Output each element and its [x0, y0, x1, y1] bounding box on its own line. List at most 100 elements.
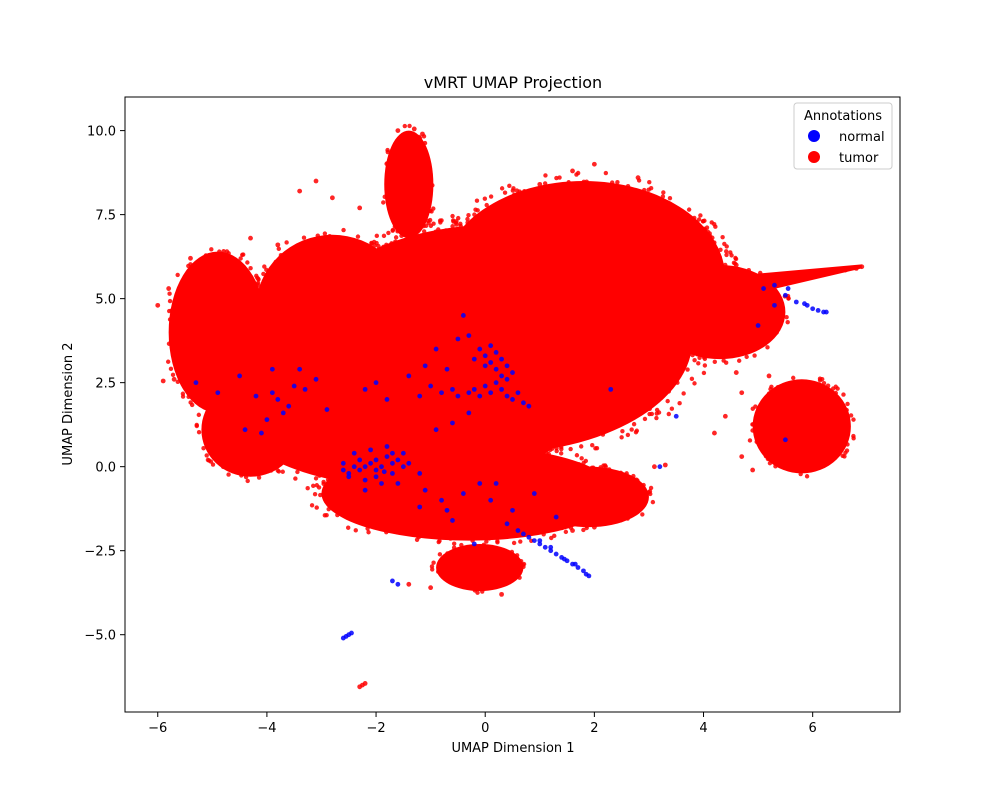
tumor-point — [765, 345, 770, 350]
tumor-point — [275, 468, 281, 473]
tumor-point — [514, 553, 520, 558]
tumor-point — [619, 494, 625, 500]
tumor-point — [690, 219, 695, 224]
tumor-point — [579, 456, 584, 461]
tumor-point — [728, 250, 733, 255]
tumor-point — [651, 316, 656, 321]
tumor-point — [733, 370, 739, 375]
tumor-point — [443, 291, 448, 296]
normal-point — [499, 386, 504, 392]
tumor-point — [210, 252, 216, 258]
normal-point — [477, 393, 483, 399]
tumor-point — [458, 309, 464, 314]
tumor-point — [704, 265, 709, 271]
tumor-point — [646, 364, 651, 370]
tumor-point — [769, 384, 774, 389]
tumor-point — [767, 460, 773, 466]
tumor-point — [509, 549, 515, 555]
tumor-point — [363, 243, 369, 249]
tumor-point — [529, 334, 535, 339]
tumor-point — [539, 515, 545, 520]
tumor-point — [496, 442, 501, 447]
tumor-point — [845, 442, 850, 447]
normal-point — [349, 630, 354, 636]
tumor-point — [402, 269, 408, 275]
normal-point — [346, 470, 352, 476]
tumor-point — [536, 345, 542, 351]
y-tick-label: −2.5 — [84, 545, 116, 560]
tumor-point — [607, 467, 612, 472]
tumor-point — [252, 375, 257, 381]
tumor-point — [519, 330, 524, 336]
tumor-point — [559, 446, 564, 452]
normal-point — [439, 497, 444, 503]
plot-area — [155, 123, 865, 690]
tumor-point — [374, 233, 380, 239]
normal-point — [362, 487, 368, 493]
tumor-point — [584, 179, 589, 184]
tumor-point — [591, 380, 596, 385]
tumor-point — [155, 302, 161, 308]
tumor-point — [196, 412, 202, 418]
tumor-point — [474, 444, 480, 449]
tumor-point — [335, 512, 340, 518]
normal-point — [608, 386, 614, 392]
tumor-point — [706, 232, 711, 238]
tumor-point — [289, 376, 294, 381]
tumor-point — [221, 249, 226, 254]
tumor-point — [517, 189, 522, 194]
normal-point — [450, 518, 455, 523]
tumor-point — [541, 532, 546, 537]
tumor-point — [217, 249, 222, 254]
tumor-point — [239, 473, 244, 478]
tumor-point — [810, 272, 816, 278]
tumor-point — [507, 316, 512, 321]
tumor-point — [561, 521, 566, 527]
tumor-point — [228, 256, 234, 261]
tumor-point — [853, 265, 859, 271]
tumor-point — [440, 273, 446, 279]
normal-point — [761, 286, 766, 291]
tumor-point — [258, 284, 263, 289]
normal-point — [673, 413, 679, 419]
tumor-point — [550, 471, 555, 476]
tumor-point — [482, 196, 488, 201]
tumor-point — [612, 185, 617, 190]
tumor-point — [669, 342, 675, 347]
tumor-point — [666, 384, 671, 389]
tumor-point — [446, 265, 452, 270]
tumor-point — [202, 419, 207, 424]
tumor-point — [654, 415, 659, 421]
tumor-point — [275, 242, 281, 248]
tumor-point — [621, 373, 626, 379]
normal-point — [466, 333, 472, 339]
normal-point — [433, 427, 439, 433]
tumor-point — [581, 518, 586, 523]
tumor-point — [441, 267, 447, 272]
tumor-point — [428, 585, 434, 591]
tumor-point — [640, 512, 645, 517]
tumor-point — [321, 491, 326, 497]
normal-point — [368, 460, 373, 466]
tumor-point — [652, 195, 657, 201]
axes: −6 −4 −2 0 2 4 6 −5.0 −2.5 0.0 2.5 5.0 7.5 10.0 — [84, 96, 901, 736]
tumor-point — [786, 296, 791, 301]
tumor-point — [456, 313, 461, 318]
tumor-point — [512, 448, 517, 454]
normal-point — [291, 383, 297, 389]
tumor-point — [594, 445, 600, 451]
tumor-point — [554, 175, 559, 181]
tumor-point — [665, 398, 670, 404]
tumor-point — [660, 194, 666, 199]
tumor-point — [708, 241, 713, 246]
tumor-point — [775, 384, 781, 390]
tumor-point — [677, 275, 682, 280]
tumor-point — [666, 411, 671, 417]
tumor-point — [631, 473, 636, 479]
tumor-point — [291, 454, 296, 460]
tumor-point — [230, 380, 236, 385]
tumor-point — [201, 446, 206, 451]
tumor-point — [255, 275, 260, 281]
tumor-point — [430, 183, 435, 188]
tumor-point — [851, 417, 856, 422]
